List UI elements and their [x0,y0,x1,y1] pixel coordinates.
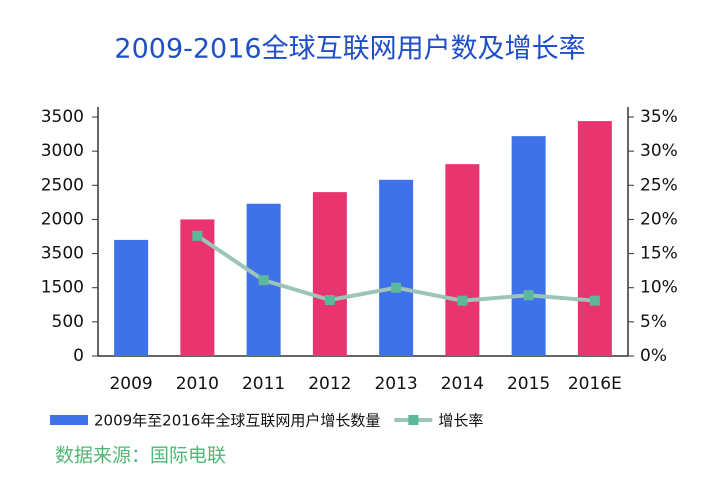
legend-marker [408,415,419,425]
bar [114,239,149,356]
y2-tick-label: 30% [640,141,678,161]
x-tick-label: 2013 [374,374,417,394]
bar [511,136,546,356]
bar [312,192,347,356]
marker [523,290,534,301]
x-tick-label: 2012 [308,374,351,394]
x-tick-label: 2009 [109,374,152,394]
x-tick-label: 2016E [568,374,622,394]
x-tick-label: 2014 [441,374,484,394]
legend-label: 增长率 [438,412,483,430]
y2-tick-label: 10% [640,278,678,298]
x-tick-label: 2011 [242,374,285,394]
y2-tick-label: 20% [640,209,678,229]
legend-label: 2009年至2016年全球互联网用户增长数量 [94,412,380,430]
marker [324,295,335,306]
x-tick-label: 2015 [507,374,550,394]
bar [445,164,480,356]
bar [379,179,414,356]
marker [192,230,203,241]
y2-tick-label: 35% [640,107,678,127]
y2-tick-label: 0% [640,346,667,366]
chart-title: 2009-2016全球互联网用户数及增长率 [114,34,585,65]
y-tick-label: 500 [52,312,84,332]
y2-tick-label: 5% [640,312,667,332]
y-tick-label: 3000 [41,141,84,161]
y-tick-label: 2500 [41,175,84,195]
y-tick-label: 1500 [41,278,84,298]
y2-tick-label: 15% [640,244,678,264]
y-tick-label: 3500 [41,244,84,264]
y-tick-label: 0 [73,346,84,366]
bar [577,121,612,357]
marker [457,295,468,306]
source: 数据来源：国际电联 [55,445,226,467]
marker [589,295,600,306]
y-tick-label: 3500 [41,107,84,127]
x-tick-label: 2010 [176,374,219,394]
marker [258,275,269,286]
legend-swatch [50,415,88,425]
y-tick-label: 2000 [41,209,84,229]
marker [391,282,402,293]
y2-tick-label: 25% [640,175,678,195]
